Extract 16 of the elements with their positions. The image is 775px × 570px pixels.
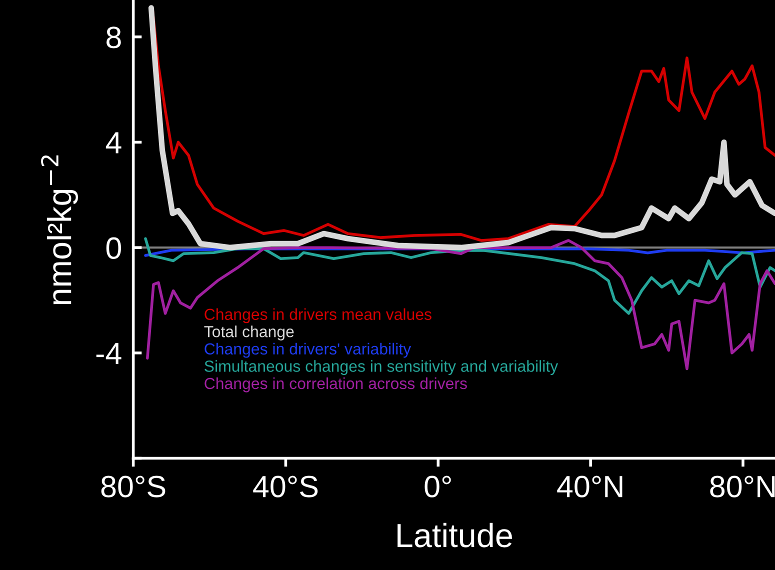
y-tick-label: 8 — [106, 26, 121, 48]
x-tick-label: 40°S — [253, 476, 318, 498]
x-tick-label: 80°S — [101, 476, 166, 498]
x-tick-label: 80°N — [710, 476, 775, 498]
y-tick-label: 0 — [106, 237, 121, 259]
text: Changes in drivers' variability — [204, 342, 412, 358]
text: Simultaneous changes in sensitivity and variability — [204, 360, 558, 376]
text: Changes in drivers mean values — [204, 308, 432, 324]
x-tick-label: 0° — [424, 476, 451, 498]
y-tick-label: 4 — [106, 132, 122, 154]
text: Changes in correlation across drivers — [204, 377, 467, 392]
x-tick-label: 40°N — [557, 476, 622, 498]
y-tick-label: -4 — [96, 342, 122, 364]
x-axis-title: Latitude — [398, 522, 512, 548]
y-axis-title: nmol²kg$^{−2}$ — [41, 155, 78, 304]
text: Total change — [204, 326, 294, 340]
